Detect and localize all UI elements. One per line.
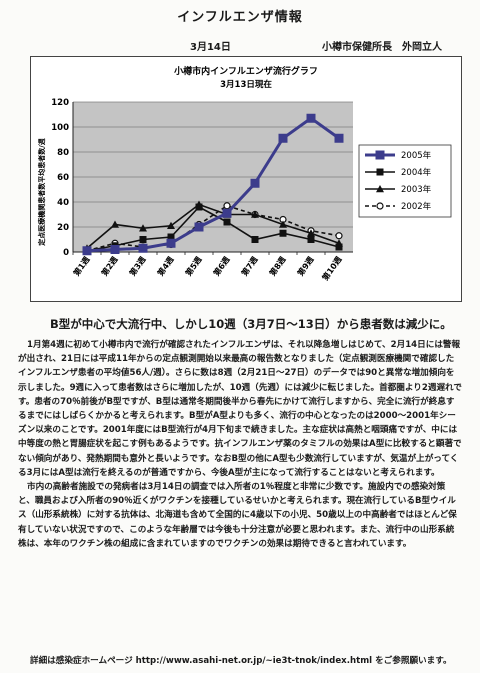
legend-box bbox=[358, 144, 452, 218]
data-point bbox=[223, 218, 231, 226]
series-line-2 bbox=[86, 203, 340, 249]
y-tick-label: 0 bbox=[63, 248, 69, 258]
x-tick-label: 第9週 bbox=[295, 254, 316, 277]
y-tick-label: 60 bbox=[57, 173, 69, 183]
x-tick-label: 第1週 bbox=[71, 254, 92, 277]
legend-label: 2003年 bbox=[401, 184, 432, 195]
legend-marker bbox=[376, 168, 384, 176]
y-axis-label: 定点医療機関患者数平均患者数/週 bbox=[37, 138, 46, 246]
y-tick-label: 80 bbox=[57, 148, 69, 158]
x-tick-label: 第5週 bbox=[183, 254, 204, 277]
data-point bbox=[82, 246, 92, 256]
data-point bbox=[223, 202, 231, 210]
x-tick-label: 第2週 bbox=[99, 254, 120, 277]
article-paragraph-2: 市内の高齢者施設での発病者は3月14日の調査では入所者の1％程度と非常に少数です… bbox=[18, 482, 457, 549]
x-tick-label: 第7週 bbox=[239, 254, 260, 277]
flu-trend-chart: 小樽市内インフルエンザ流行グラフ 3月13日現在 定点医療機関患者数平均患者数/… bbox=[37, 65, 452, 282]
y-tick-label: 120 bbox=[51, 98, 69, 108]
data-point bbox=[251, 210, 259, 218]
chart-panel: 小樽市内インフルエンザ流行グラフ 3月13日現在 定点医療機関患者数平均患者数/… bbox=[30, 56, 462, 302]
data-point bbox=[279, 229, 287, 237]
data-point bbox=[166, 238, 176, 248]
x-tick-label: 第10週 bbox=[320, 254, 344, 282]
data-point bbox=[139, 236, 147, 243]
data-point bbox=[335, 232, 343, 240]
data-point bbox=[222, 208, 232, 218]
legend-marker bbox=[376, 202, 384, 210]
data-point bbox=[111, 220, 119, 228]
author: 小樽市保健所長 外岡立人 bbox=[322, 42, 442, 53]
series-line-0 bbox=[86, 116, 340, 253]
chart-subtitle: 3月13日現在 bbox=[220, 79, 272, 90]
x-tick-label: 第8週 bbox=[267, 254, 288, 277]
data-point bbox=[307, 236, 315, 243]
data-point bbox=[335, 243, 343, 251]
legend-label: 2004年 bbox=[401, 167, 432, 178]
data-point bbox=[279, 220, 287, 228]
data-point bbox=[251, 236, 259, 243]
data-point bbox=[194, 222, 204, 232]
data-point bbox=[250, 178, 260, 188]
article-paragraph-1: 1月第4週に初めて小樽市内で流行が確認されたインフルエンザは、それ以降急増しはじ… bbox=[18, 340, 462, 478]
data-point bbox=[306, 113, 316, 123]
data-point bbox=[334, 133, 344, 143]
data-point bbox=[278, 133, 288, 143]
legend-marker bbox=[375, 150, 385, 160]
data-point bbox=[138, 243, 148, 253]
data-point bbox=[110, 245, 120, 254]
y-tick-label: 40 bbox=[57, 198, 69, 208]
data-point bbox=[167, 221, 175, 229]
data-point bbox=[307, 229, 315, 237]
article-headline: B型が中心で大流行中、しかし10週（3月7日〜13日）から患者数は減少に。 bbox=[50, 317, 452, 331]
x-tick-label: 第6週 bbox=[211, 254, 232, 277]
article-body: 1月第4週に初めて小樽市内で流行が確認されたインフルエンザは、それ以降急増しはじ… bbox=[18, 338, 462, 551]
x-tick-label: 第3週 bbox=[127, 254, 148, 277]
data-point bbox=[195, 203, 203, 211]
series-line-1 bbox=[86, 206, 340, 252]
article-footer: 詳細は感染症ホームページ http://www.asahi-net.or.jp/… bbox=[30, 656, 452, 666]
legend-label: 2002年 bbox=[401, 201, 432, 212]
x-tick-label: 第4週 bbox=[155, 254, 176, 277]
issue-date: 3月14日 bbox=[190, 42, 231, 53]
data-point bbox=[139, 224, 147, 232]
page-title: インフルエンザ情報 bbox=[177, 10, 303, 25]
y-tick-label: 100 bbox=[51, 123, 69, 133]
legend-marker bbox=[376, 185, 384, 193]
legend-label: 2005年 bbox=[401, 150, 432, 161]
y-tick-label: 20 bbox=[57, 223, 69, 233]
chart-title: 小樽市内インフルエンザ流行グラフ bbox=[173, 65, 318, 77]
